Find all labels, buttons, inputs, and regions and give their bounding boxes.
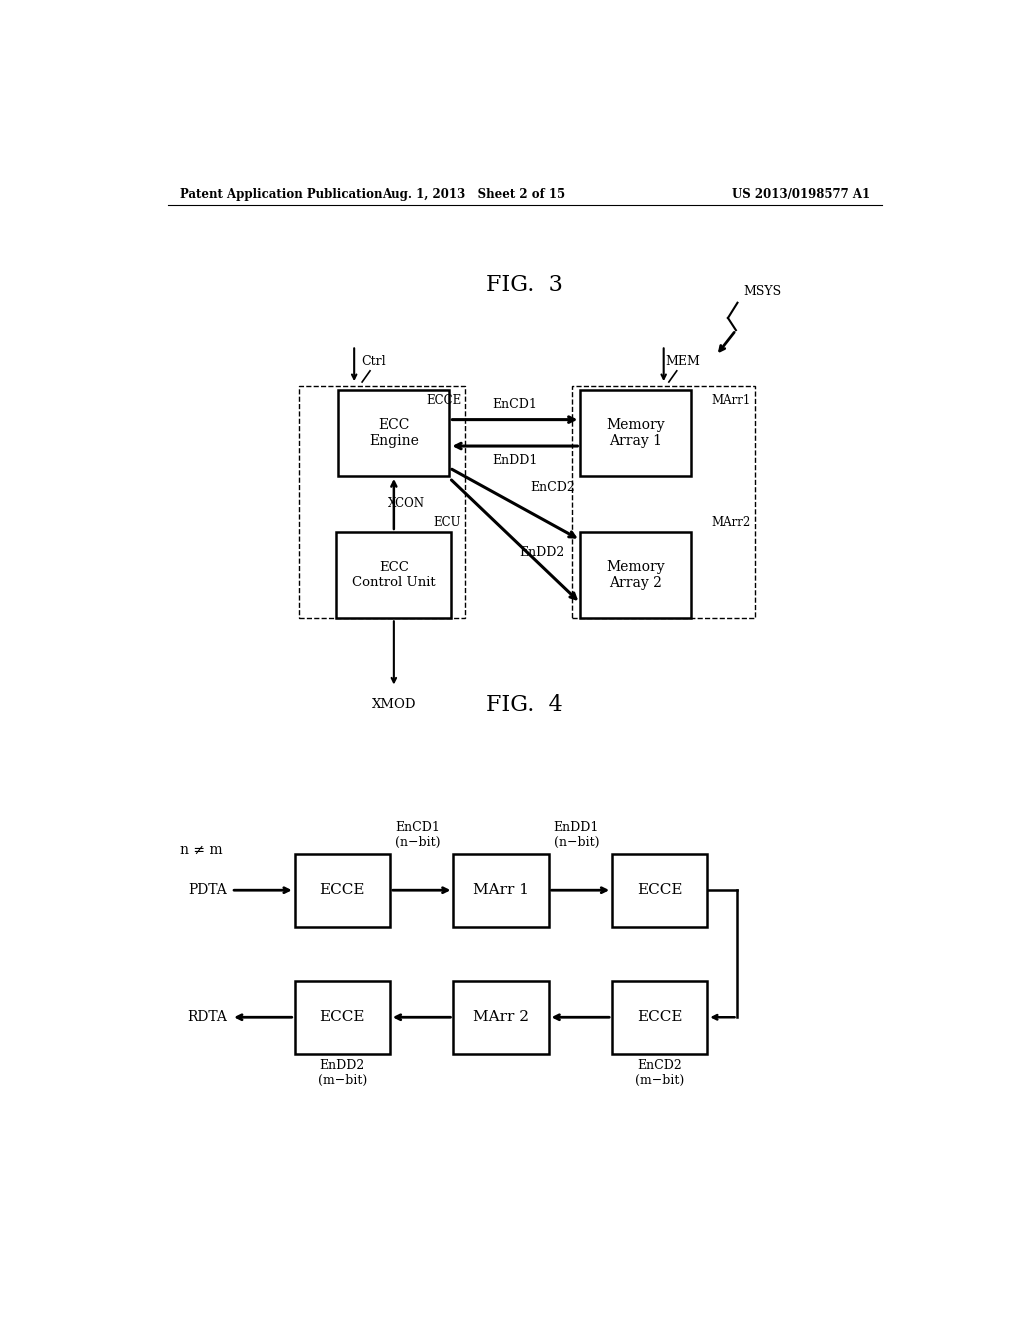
FancyBboxPatch shape (581, 532, 691, 618)
Text: MArr 1: MArr 1 (473, 883, 529, 898)
Text: Memory
Array 1: Memory Array 1 (606, 417, 666, 447)
Text: EnCD1
(n−bit): EnCD1 (n−bit) (395, 821, 440, 849)
Text: ECC
Engine: ECC Engine (369, 417, 419, 447)
Text: EnDD2
(m−bit): EnDD2 (m−bit) (317, 1059, 367, 1086)
Text: Aug. 1, 2013   Sheet 2 of 15: Aug. 1, 2013 Sheet 2 of 15 (382, 189, 565, 202)
Text: MArr2: MArr2 (712, 516, 751, 529)
Text: Patent Application Publication: Patent Application Publication (179, 189, 382, 202)
FancyBboxPatch shape (336, 532, 452, 618)
Text: ECU: ECU (434, 516, 461, 529)
Text: PDTA: PDTA (188, 883, 227, 898)
Text: EnCD2
(m−bit): EnCD2 (m−bit) (635, 1059, 684, 1086)
Text: n ≠ m: n ≠ m (179, 842, 222, 857)
Text: Ctrl: Ctrl (361, 355, 386, 368)
Text: ECCE: ECCE (319, 883, 365, 898)
Text: ECCE: ECCE (637, 883, 682, 898)
Text: MSYS: MSYS (743, 285, 781, 297)
Text: ECCE: ECCE (426, 395, 461, 407)
Text: ECCE: ECCE (637, 1010, 682, 1024)
Text: RDTA: RDTA (187, 1010, 227, 1024)
Text: EnDD2: EnDD2 (519, 545, 564, 558)
Text: FIG.  3: FIG. 3 (486, 275, 563, 297)
FancyBboxPatch shape (454, 854, 549, 927)
Text: XCON: XCON (387, 498, 425, 511)
FancyBboxPatch shape (295, 854, 390, 927)
Text: EnDD1
(n−bit): EnDD1 (n−bit) (554, 821, 599, 849)
FancyBboxPatch shape (612, 981, 708, 1053)
Text: MEM: MEM (665, 355, 699, 368)
Text: ECCE: ECCE (319, 1010, 365, 1024)
FancyBboxPatch shape (295, 981, 390, 1053)
Text: EnCD2: EnCD2 (530, 480, 575, 494)
Text: XMOD: XMOD (372, 697, 416, 710)
FancyBboxPatch shape (612, 854, 708, 927)
Text: US 2013/0198577 A1: US 2013/0198577 A1 (732, 189, 870, 202)
Text: MArr 2: MArr 2 (473, 1010, 529, 1024)
FancyBboxPatch shape (338, 389, 450, 477)
Text: EnCD1: EnCD1 (493, 399, 538, 412)
FancyBboxPatch shape (581, 389, 691, 477)
Text: MArr1: MArr1 (712, 395, 751, 407)
Text: ECC
Control Unit: ECC Control Unit (352, 561, 435, 589)
FancyBboxPatch shape (454, 981, 549, 1053)
Text: Memory
Array 2: Memory Array 2 (606, 560, 666, 590)
Text: EnDD1: EnDD1 (493, 454, 538, 467)
Text: FIG.  4: FIG. 4 (486, 694, 563, 717)
